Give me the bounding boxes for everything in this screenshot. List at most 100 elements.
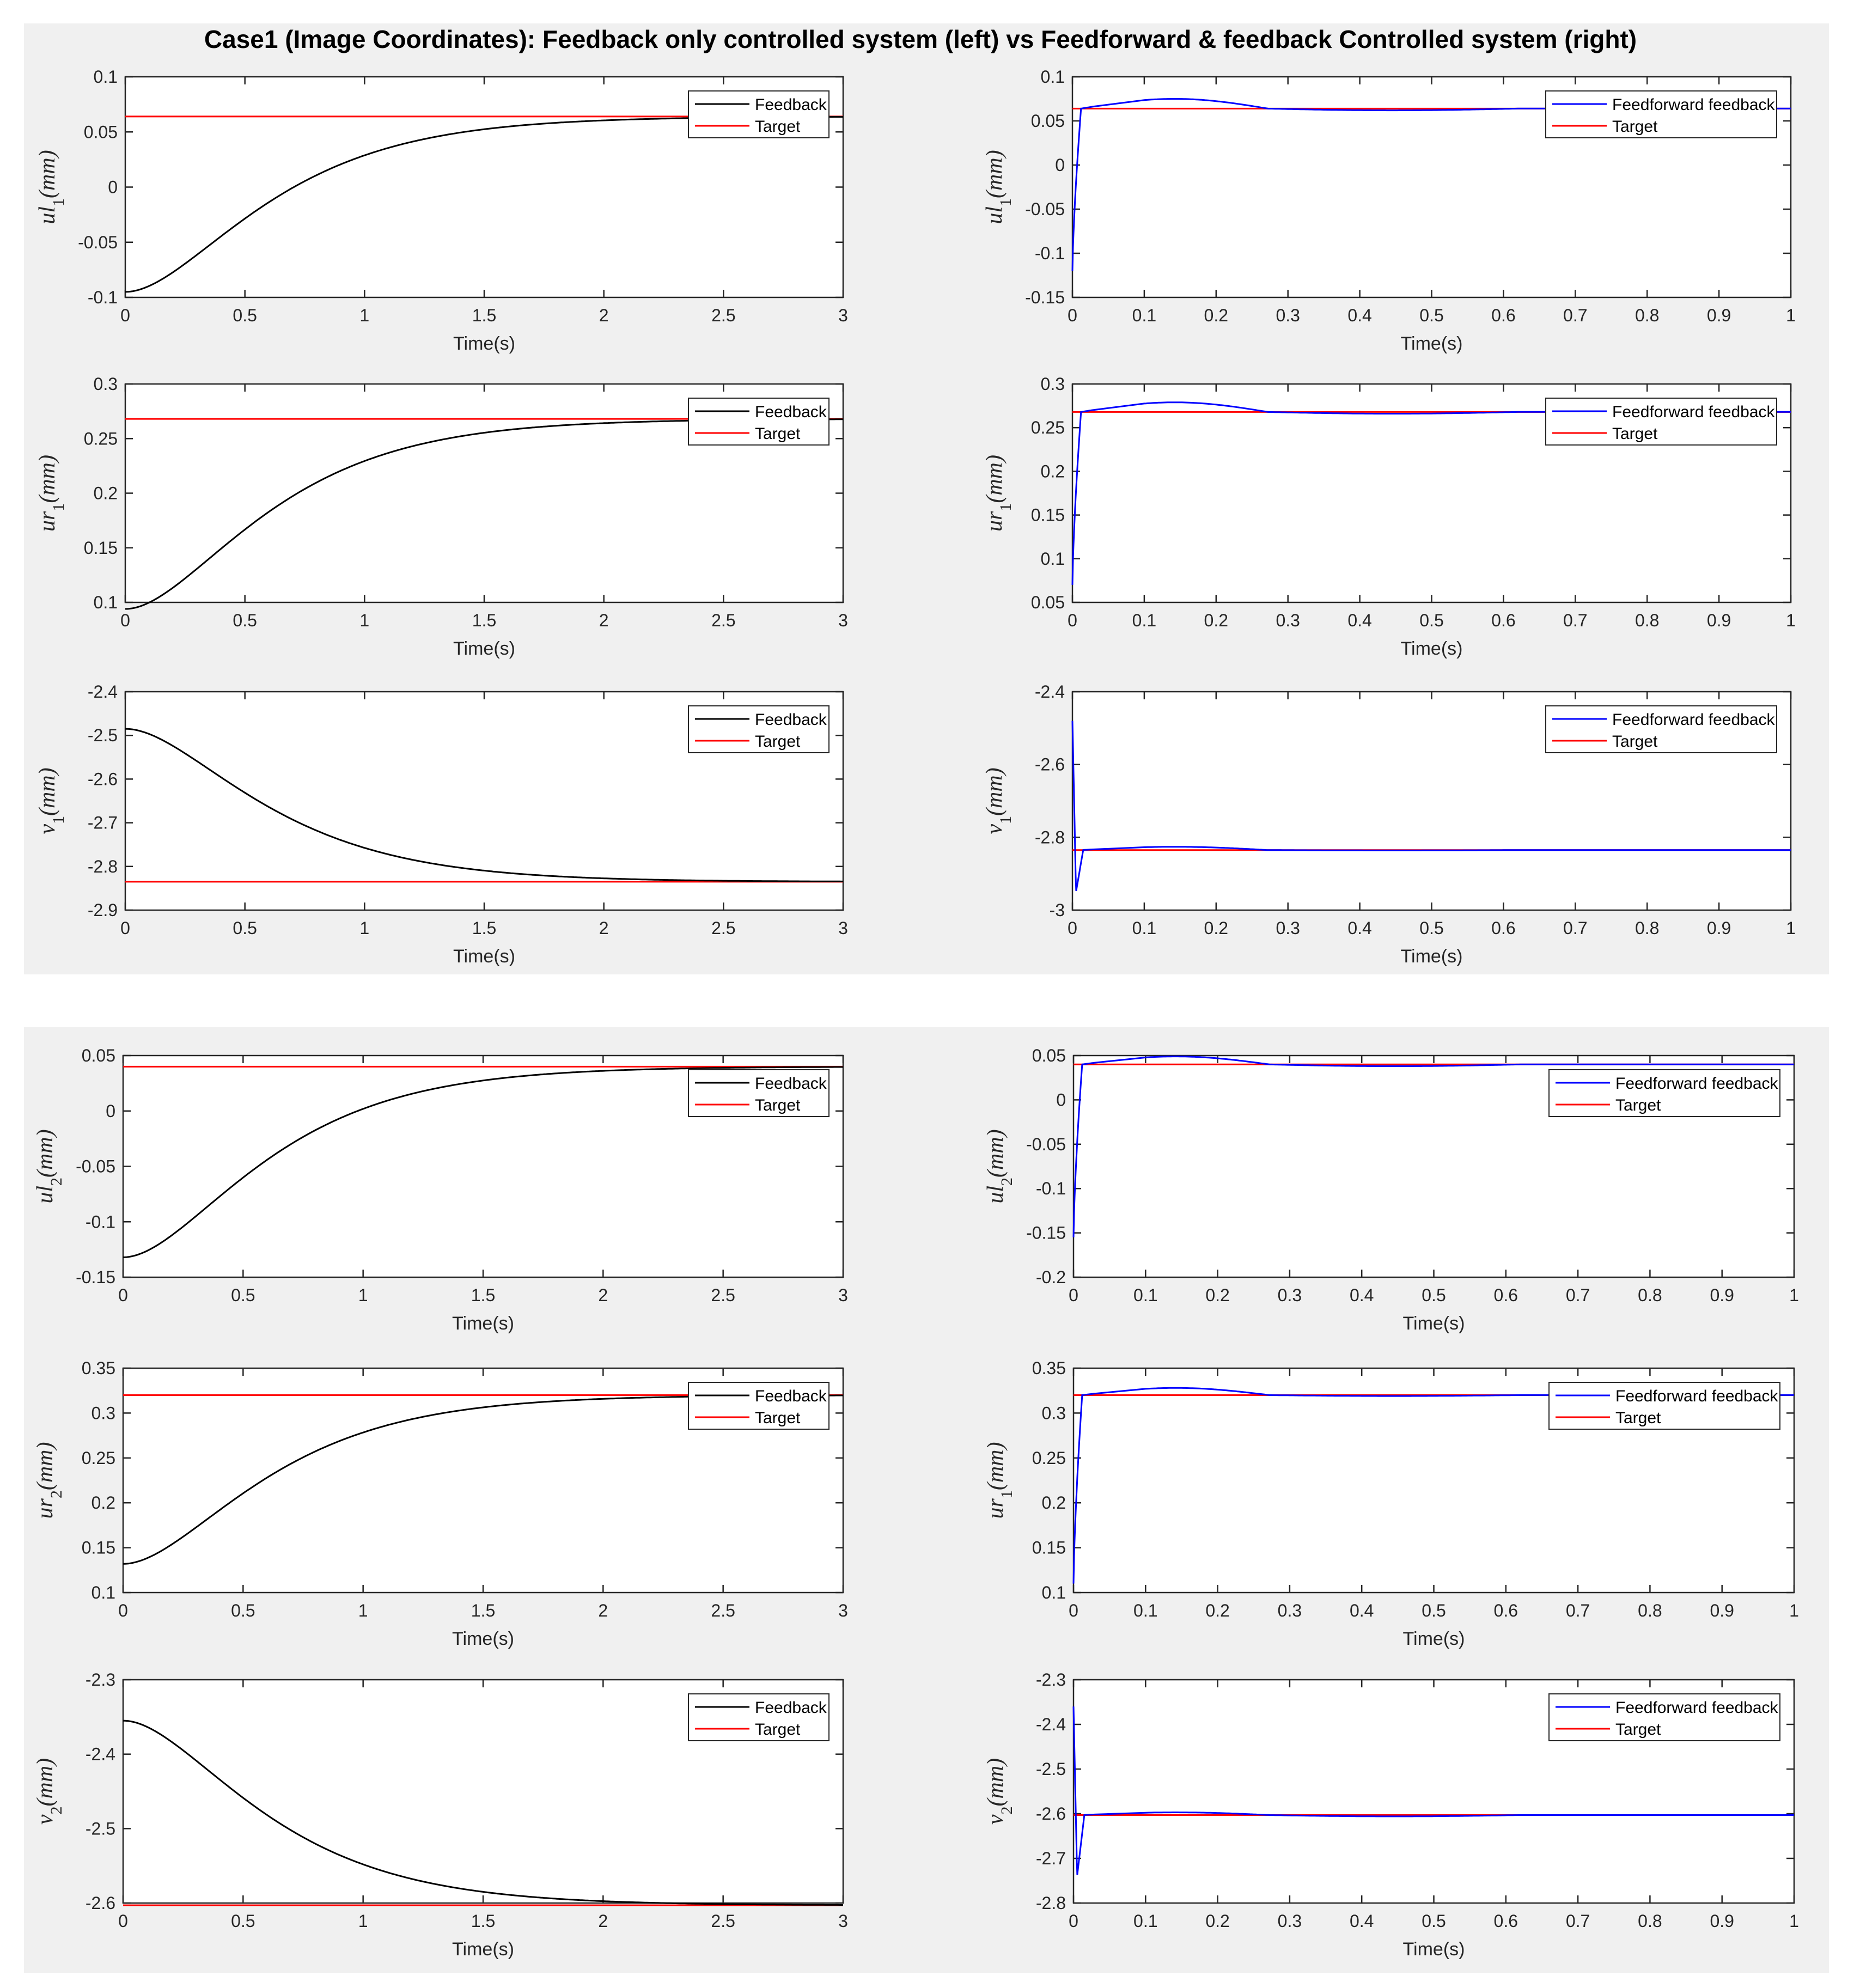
x-tick-label: 1 [1786,306,1796,325]
x-tick-label: 0.7 [1563,306,1587,325]
x-tick-label: 0 [1069,1285,1078,1305]
legend-entry: Feedforward feedback [1615,1699,1779,1717]
x-tick-label: 0.5 [233,306,257,325]
legend-entry: Target [755,425,801,443]
legend-entry: Feedback [755,1699,827,1717]
x-tick-label: 1.5 [471,1911,495,1931]
y-tick-label: -2.4 [1036,1715,1066,1734]
y-tick-label: 0.05 [1031,111,1065,131]
x-tick-label: 1 [359,306,369,325]
legend: Feedback Target [688,90,830,138]
y-tick-label: -0.05 [1026,1135,1066,1154]
x-tick-label: 0 [118,1285,128,1305]
subplot-v2-ff: 0 0.1 0.2 0.3 0.4 0.5 0.6 0.7 0.8 0.9 1 -2.8 -2.7 -2.… [983,1670,1799,1960]
x-tick-label: 3 [838,306,848,325]
x-axis-label: Time(s) [1401,638,1463,659]
x-tick-label: 0.9 [1710,1285,1734,1305]
subplot-ul2-ff: 0 0.1 0.2 0.3 0.4 0.5 0.6 0.7 0.8 0.9 1 -0.2 -0.15 -0… [983,1046,1799,1334]
x-tick-label: 0.1 [1133,1601,1157,1620]
legend-entry: Target [755,118,801,136]
x-tick-label: 0.4 [1350,1601,1374,1620]
x-tick-label: 0.9 [1707,918,1731,938]
x-tick-label: 0.4 [1350,1285,1374,1305]
y-tick-label: -0.15 [1026,1223,1066,1243]
x-tick-label: 1.5 [471,1285,495,1305]
y-tick-label: 0.2 [1042,1493,1066,1513]
y-tick-label: 0.3 [1042,1403,1066,1423]
y-tick-label: 0.35 [1032,1358,1066,1378]
legend: Feedback Target [688,1382,830,1430]
x-axis-label: Time(s) [1403,1939,1465,1960]
y-tick-label: -3 [1050,900,1065,920]
x-tick-label: 0.8 [1635,611,1659,630]
x-tick-label: 0 [1069,1911,1078,1931]
legend: Feedback Target [688,398,830,446]
legend: Feedforward feedback Target [1548,1693,1780,1741]
x-tick-label: 0.5 [233,918,257,938]
y-tick-label: 0.1 [1042,1583,1066,1602]
legend-entry: Feedback [755,711,827,729]
y-tick-label: -2.8 [88,857,118,876]
x-tick-label: 0.6 [1494,1601,1518,1620]
y-tick-label: -2.9 [88,900,118,920]
x-tick-label: 1 [1786,611,1796,630]
x-tick-label: 1.5 [472,306,496,325]
legend: Feedback Target [688,705,830,753]
x-tick-label: 0 [1069,1601,1078,1620]
legend: Feedforward feedback Target [1545,398,1777,446]
x-tick-label: 2 [599,306,609,325]
x-tick-label: 0.1 [1132,918,1156,938]
y-tick-label: -0.1 [1035,243,1065,263]
y-tick-label: -2.4 [1035,682,1065,702]
y-tick-label: -2.4 [88,682,118,702]
x-tick-label: 0.1 [1133,1285,1157,1305]
feedback-series-line [123,1066,843,1258]
y-tick-label: -2.4 [86,1745,115,1764]
y-tick-label: 0.05 [84,122,118,142]
legend: Feedback Target [688,1693,830,1741]
legend: Feedforward feedback Target [1548,1069,1780,1117]
x-tick-label: 0 [120,306,130,325]
feedback-series-line [125,728,843,882]
x-tick-label: 3 [838,1601,848,1620]
y-tick-label: 0 [1055,155,1065,175]
x-tick-label: 0.6 [1494,1285,1518,1305]
legend-entry: Feedforward feedback [1612,403,1776,421]
x-tick-label: 1.5 [472,611,496,630]
feedback-series-line [123,1719,843,1906]
legend: Feedforward feedback Target [1548,1382,1780,1430]
legend-entry: Feedback [755,96,827,114]
y-tick-label: -2.5 [88,725,118,745]
legend-entry: Target [1612,425,1658,443]
x-tick-label: 0.7 [1566,1911,1590,1931]
x-tick-label: 1 [1789,1601,1799,1620]
legend-entry: Feedforward feedback [1612,711,1776,729]
legend: Feedforward feedback Target [1545,705,1777,753]
y-tick-label: -2.6 [1035,755,1065,775]
legend: Feedback Target [688,1069,830,1117]
x-axis-label: Time(s) [1403,1313,1465,1334]
y-tick-label: 0.2 [92,1493,115,1513]
y-tick-label: 0 [106,1101,115,1121]
x-tick-label: 0.9 [1707,611,1731,630]
x-tick-label: 0.6 [1491,611,1515,630]
y-tick-label: -2.8 [1035,827,1065,847]
x-tick-label: 0.5 [1419,306,1443,325]
x-tick-label: 0.5 [233,611,257,630]
legend-entry: Target [755,1409,801,1427]
y-axis-label: v1(mm) [982,767,1015,834]
x-axis-label: Time(s) [453,946,515,967]
x-tick-label: 1 [1786,918,1796,938]
x-tick-label: 2.5 [711,1601,735,1620]
x-tick-label: 0.3 [1276,611,1300,630]
x-tick-label: 0.7 [1566,1601,1590,1620]
x-tick-label: 2 [598,1911,608,1931]
x-tick-label: 3 [838,1911,848,1931]
x-tick-label: 0.2 [1205,1285,1229,1305]
x-axis-label: Time(s) [452,1313,514,1334]
x-tick-label: 0.9 [1710,1601,1734,1620]
x-tick-label: 1 [358,1911,368,1931]
legend-entry: Feedforward feedback [1615,1387,1779,1405]
x-tick-label: 0.2 [1204,611,1228,630]
x-tick-label: 0.7 [1566,1285,1590,1305]
